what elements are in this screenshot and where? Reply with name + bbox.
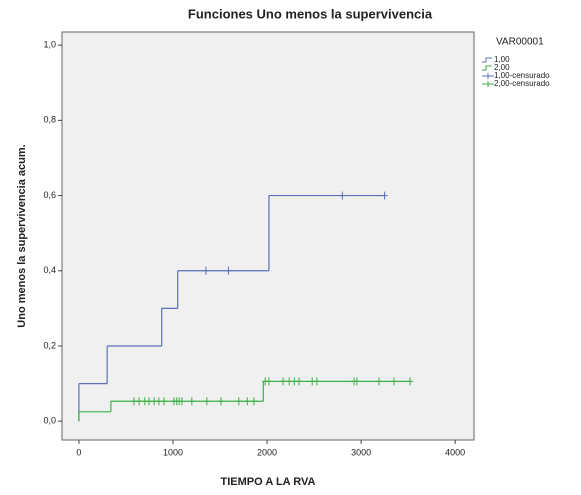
censor-mark (353, 377, 360, 386)
censor-mark (225, 266, 232, 275)
legend-label: 2,00 (494, 63, 510, 72)
censor-mark (339, 191, 346, 200)
legend-label: 1,00 (494, 55, 510, 64)
x-tick-label: 0 (76, 447, 81, 457)
censor-mark (407, 377, 414, 386)
legend-swatch (482, 81, 494, 87)
censor-mark (381, 191, 388, 200)
legend-title: VAR00001 (496, 37, 544, 48)
y-tick-label: 0,4 (43, 265, 56, 275)
y-tick-label: 1,0 (43, 40, 56, 50)
censor-mark (250, 397, 257, 406)
censor-mark (265, 377, 272, 386)
y-tick-label: 0,0 (43, 416, 56, 426)
censor-mark (202, 266, 209, 275)
x-tick-label: 2000 (257, 447, 277, 457)
censor-mark (203, 397, 210, 406)
x-axis-label: TIEMPO A LA RVA (221, 476, 316, 488)
censor-mark (280, 377, 287, 386)
y-axis-label: Uno menos la supervivencia acum. (16, 144, 28, 327)
censor-mark (286, 377, 293, 386)
legend-swatch (482, 73, 494, 79)
y-tick-label: 0,2 (43, 340, 56, 350)
censor-mark (296, 377, 303, 386)
y-tick-label: 0,6 (43, 190, 56, 200)
censor-mark (391, 377, 398, 386)
censor-mark (375, 377, 382, 386)
legend-label: 1,00-censurado (494, 71, 550, 80)
x-tick-label: 4000 (445, 447, 465, 457)
censor-mark (178, 397, 185, 406)
chart-title: Funciones Uno menos la supervivencia (188, 6, 433, 21)
censor-mark (155, 397, 162, 406)
censor-mark (130, 397, 137, 406)
censor-mark (313, 377, 320, 386)
censor-mark (146, 397, 153, 406)
censor-mark (161, 397, 168, 406)
censor-mark (188, 397, 195, 406)
censor-mark (244, 397, 251, 406)
censor-mark (136, 397, 143, 406)
x-tick-label: 3000 (351, 447, 371, 457)
legend-label: 2,00-censurado (494, 79, 550, 88)
x-tick-label: 1000 (163, 447, 183, 457)
plot-area (61, 31, 475, 441)
legend-swatch (482, 65, 492, 71)
censor-mark (235, 397, 242, 406)
legend-swatch (482, 57, 492, 63)
y-tick-label: 0,8 (43, 115, 56, 125)
censor-mark (217, 397, 224, 406)
